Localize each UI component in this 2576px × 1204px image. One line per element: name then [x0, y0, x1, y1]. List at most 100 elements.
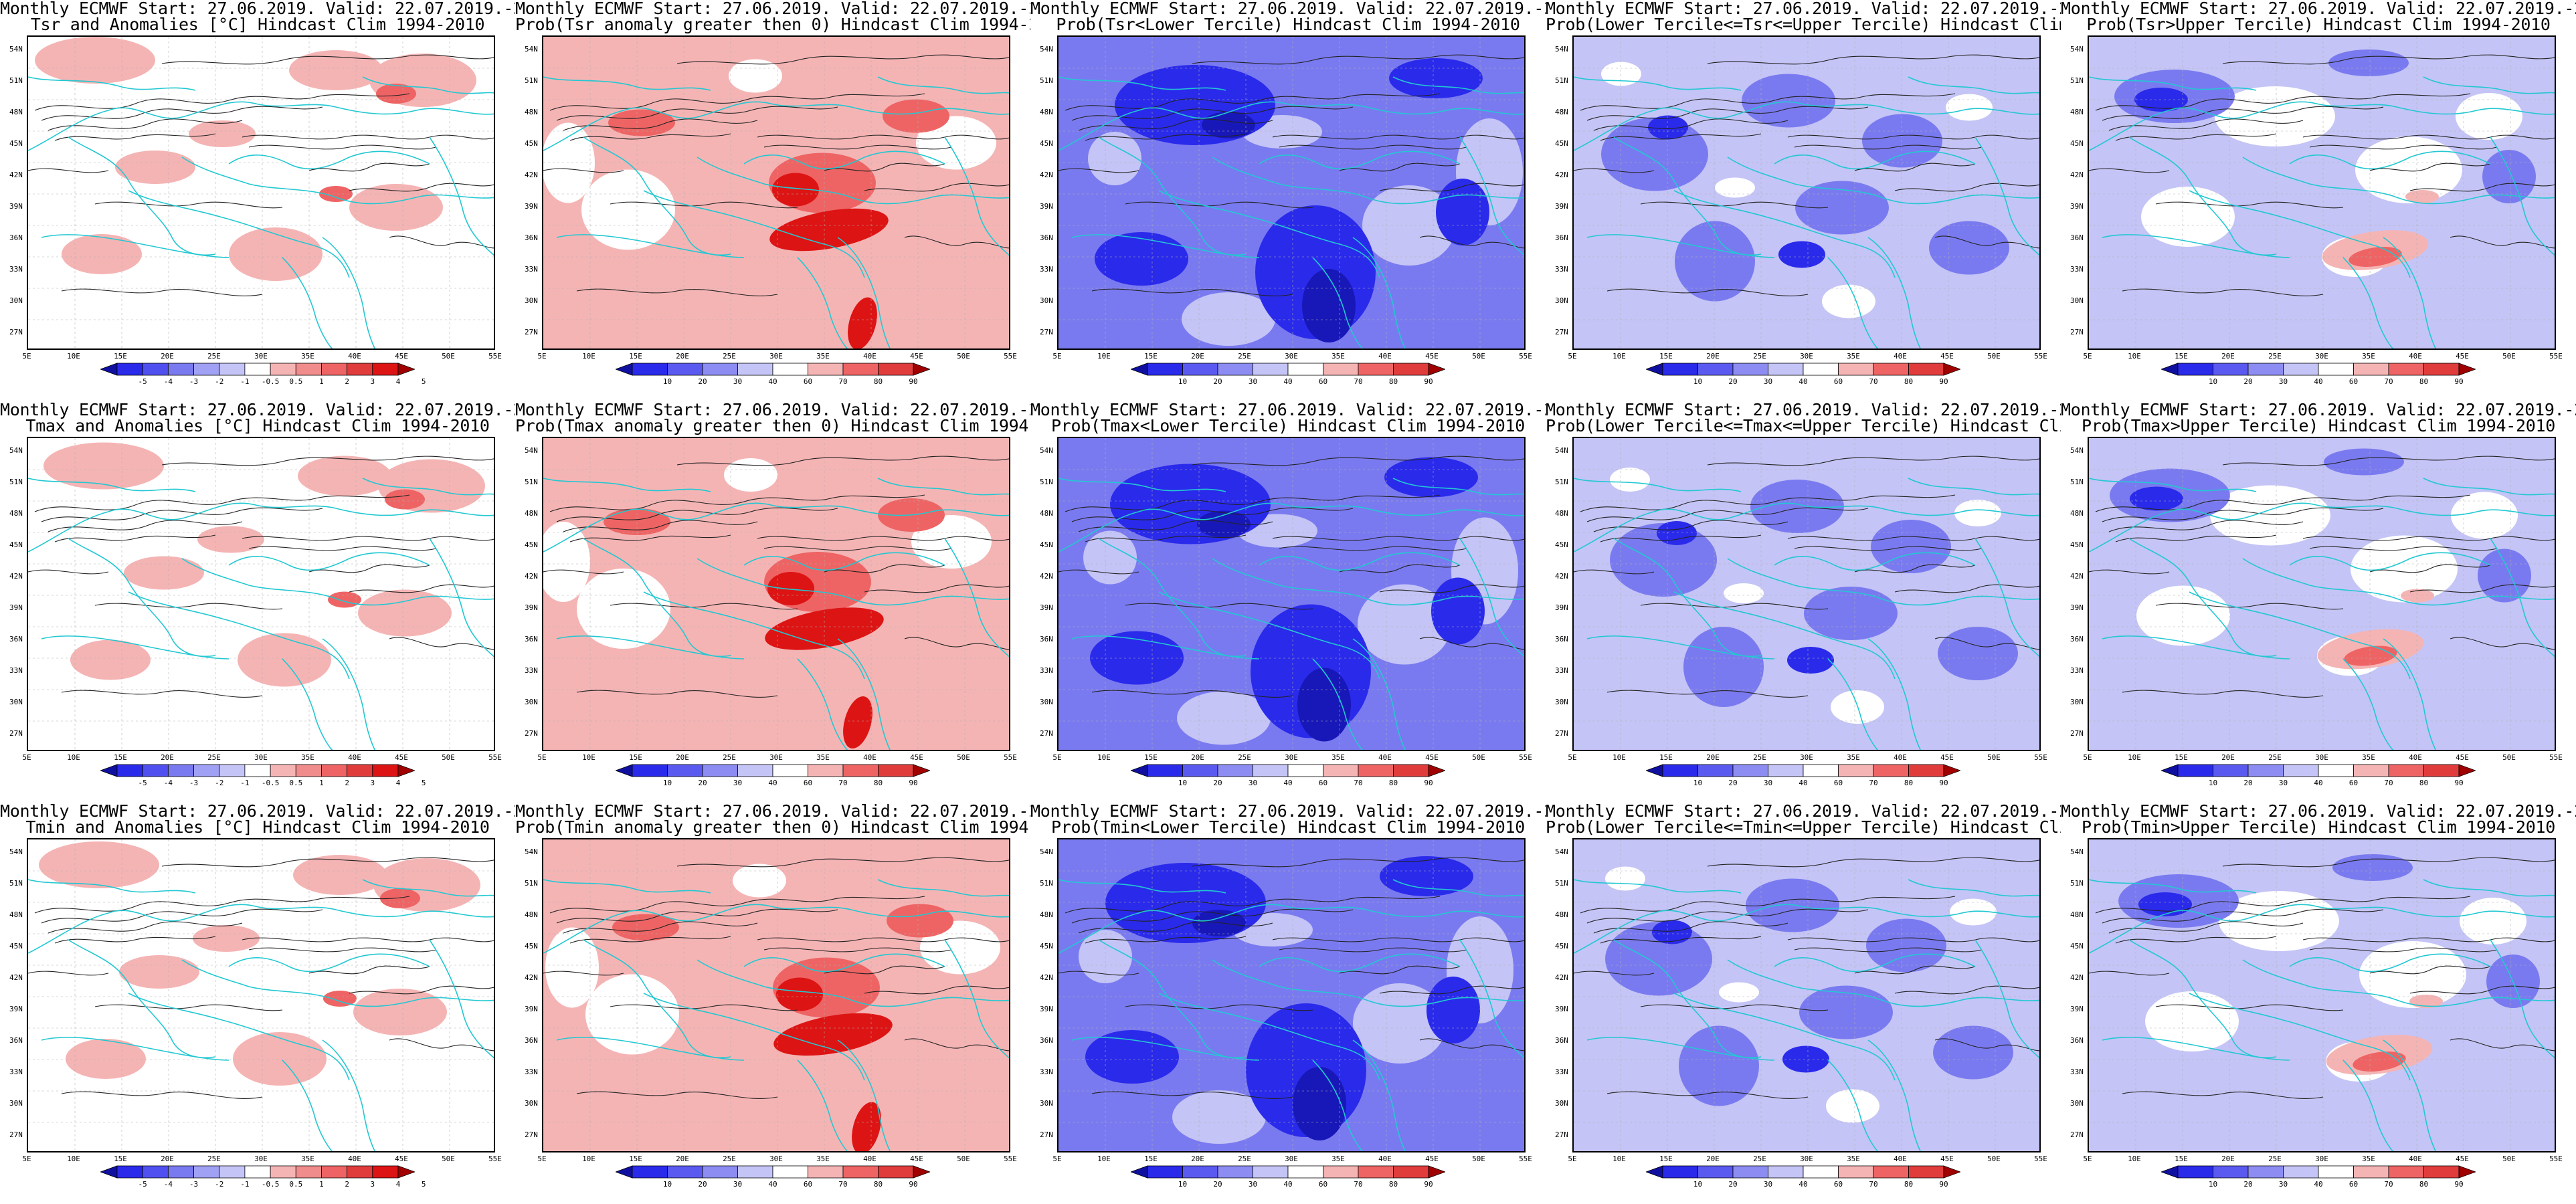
contour-line — [2089, 569, 2170, 575]
contour-line — [610, 201, 798, 209]
legend-tick-label: 2 — [345, 779, 349, 787]
contour-line — [576, 690, 778, 698]
legend-tick-label: 30 — [1763, 779, 1773, 787]
legend-tick-label: 70 — [2384, 1180, 2393, 1189]
panel-title: Prob(Tsr>Upper Tercile) Hindcast Clim 19… — [2086, 15, 2551, 34]
shaded-region — [887, 904, 953, 938]
legend-tick-label: 0.5 — [289, 779, 303, 787]
forecast-map-panel: Monthly ECMWF Start: 27.06.2019. Valid: … — [1546, 401, 2061, 803]
coastline — [2242, 959, 2555, 1007]
contour-line — [61, 288, 263, 296]
shaded-region — [1601, 62, 1641, 86]
legend-swatch — [878, 363, 914, 376]
panel-title: Prob(Lower Tercile<=Tsr<=Upper Tercile) … — [1546, 15, 2061, 34]
longitude-label: 30E — [2315, 753, 2328, 762]
contour-line — [2409, 985, 2555, 995]
contour-line — [2155, 201, 2344, 209]
latitude-label: 27N — [1555, 328, 1568, 336]
contour-line — [676, 857, 1009, 868]
longitude-label: 55E — [2549, 753, 2563, 762]
contour-line — [563, 520, 758, 532]
legend-swatch — [2423, 764, 2460, 777]
latitude-label: 27N — [1040, 729, 1053, 738]
contour-line — [1379, 183, 1524, 192]
coastline — [1827, 1060, 1879, 1151]
legend-swatch — [2283, 1165, 2319, 1179]
shaded-region — [1182, 292, 1275, 346]
color-legend — [1646, 763, 1960, 783]
contour-line — [1854, 564, 1976, 573]
latitude-label: 45N — [1040, 540, 1053, 549]
coastline — [797, 1060, 848, 1151]
shaded-region — [1938, 627, 2018, 680]
legend-tick-label: 90 — [1424, 779, 1433, 787]
legend-tick-label: 80 — [2419, 377, 2429, 386]
legend-swatch — [2177, 1165, 2213, 1179]
contour-line — [1085, 936, 1247, 944]
contour-line — [61, 690, 263, 698]
legend-swatch — [737, 764, 773, 777]
longitude-label: 35E — [1847, 352, 1860, 361]
legend-arrow-high — [2458, 1165, 2476, 1179]
longitude-label: 5E — [1052, 352, 1062, 361]
contour-line — [94, 603, 283, 610]
shaded-region — [1778, 241, 1825, 268]
legend-swatch — [1393, 764, 1429, 777]
coastline — [1071, 234, 1260, 258]
legend-arrow-high — [913, 363, 930, 376]
contour-line — [1339, 163, 1461, 172]
contour-line — [1574, 168, 1655, 173]
latitude-label: 33N — [1555, 1068, 1568, 1076]
longitude-label: 30E — [769, 352, 783, 361]
legend-tick-label: 20 — [1213, 377, 1222, 386]
legend-tick-label: 4 — [395, 779, 401, 787]
latitude-label: 45N — [9, 540, 23, 549]
legend-swatch — [772, 764, 808, 777]
shaded-region — [319, 186, 353, 202]
legend-swatch — [1697, 764, 1734, 777]
legend-swatch — [632, 363, 668, 376]
shaded-region — [772, 173, 819, 207]
legend-swatch — [2388, 764, 2424, 777]
shaded-region — [62, 234, 142, 274]
longitude-label: 10E — [67, 352, 80, 361]
contour-line — [2369, 965, 2491, 975]
legend-swatch — [1323, 363, 1359, 376]
contour-line — [2369, 163, 2491, 172]
latitude-label: 36N — [1040, 1036, 1053, 1045]
legend-arrow-high — [397, 1165, 415, 1179]
coastline — [2423, 76, 2555, 94]
forecast-map — [1572, 838, 2041, 1152]
panel-header-line: Monthly ECMWF Start: 27.06.2019. Valid: … — [1546, 401, 2061, 419]
legend-swatch — [167, 363, 194, 376]
latitude-label: 27N — [2070, 1130, 2084, 1139]
longitude-label: 30E — [769, 753, 783, 762]
contour-line — [2115, 133, 2277, 141]
latitude-label: 36N — [525, 1036, 538, 1045]
legend-tick-label: 10 — [662, 377, 672, 386]
coastline — [1259, 150, 1461, 170]
legend-swatch — [1217, 363, 1253, 376]
longitude-label: 35E — [1331, 1155, 1345, 1163]
latitude-label: 48N — [2070, 108, 2084, 116]
shaded-region — [233, 1032, 327, 1086]
coastline — [543, 904, 1009, 954]
legend-tick-label: 70 — [838, 779, 848, 787]
coastline — [228, 150, 430, 170]
legend-tick-label: -0.5 — [261, 779, 280, 787]
latitude-label: 45N — [525, 540, 538, 549]
shaded-region — [380, 888, 420, 908]
latitude-label: 45N — [9, 139, 23, 148]
contour-line — [1854, 163, 1976, 172]
legend-tick-label: 30 — [1248, 779, 1258, 787]
coastline — [543, 502, 1009, 553]
contour-line — [1574, 569, 1655, 575]
shaded-region — [193, 925, 260, 952]
contour-line — [2309, 144, 2498, 150]
shaded-region — [848, 297, 877, 348]
contour-line — [2089, 971, 2170, 976]
longitude-label: 50E — [957, 1155, 970, 1163]
contour-line — [904, 637, 1009, 650]
latitude-label: 48N — [525, 108, 538, 116]
coastline — [1352, 237, 1406, 348]
